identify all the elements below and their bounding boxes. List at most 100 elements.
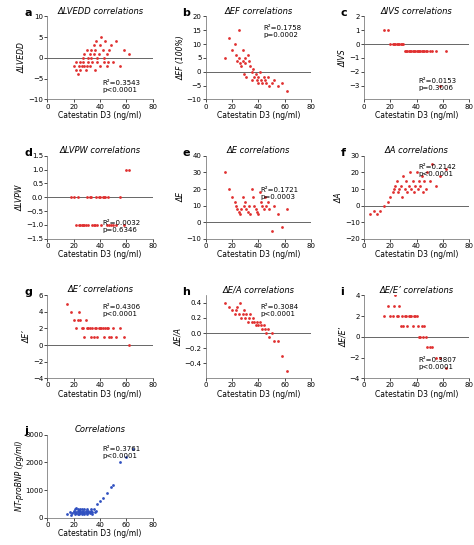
Point (414, 185, 422, 193)
Point (442, 165, 449, 173)
Text: c: c (341, 8, 347, 18)
Point (397, 322, 404, 331)
Point (258, 78, 266, 87)
Point (384, 198, 392, 207)
Point (422, 46, 429, 55)
Point (87, 332, 95, 341)
Point (75, 508, 83, 517)
Point (79, 508, 87, 517)
Point (239, 56, 246, 65)
Point (226, 185, 233, 193)
Point (98, 221, 105, 229)
Point (79, 221, 87, 229)
Point (125, 341, 133, 349)
Title: ΔIVS correlations: ΔIVS correlations (381, 7, 452, 16)
Point (232, 201, 240, 210)
Point (406, 168, 414, 177)
Text: f: f (341, 148, 346, 158)
Point (415, 177, 423, 185)
Point (260, 73, 267, 82)
Point (107, 221, 115, 229)
Point (235, 26, 242, 34)
Point (77, 316, 84, 324)
Point (411, 46, 419, 55)
Point (78, 509, 85, 518)
Point (100, 58, 108, 66)
Point (86, 62, 93, 70)
Point (400, 171, 407, 180)
Point (221, 299, 229, 307)
Point (125, 165, 133, 174)
Point (409, 177, 416, 185)
Point (410, 312, 418, 320)
Point (78, 221, 85, 229)
Point (75, 307, 83, 316)
Point (389, 40, 397, 49)
Point (400, 40, 407, 49)
Point (263, 329, 270, 337)
Point (390, 40, 398, 49)
Point (264, 325, 271, 334)
Point (243, 73, 250, 82)
Point (406, 312, 414, 320)
Point (237, 313, 245, 322)
Point (90, 505, 97, 514)
Point (64, 299, 71, 308)
Point (423, 168, 431, 177)
Text: R²=0.3807
p<0.0001: R²=0.3807 p<0.0001 (419, 357, 457, 370)
Point (99, 324, 107, 333)
Point (255, 73, 262, 82)
Point (235, 53, 242, 62)
Point (442, 46, 449, 55)
Title: ΔLVEDD correlations: ΔLVEDD correlations (57, 7, 143, 16)
Point (270, 201, 278, 210)
Point (408, 312, 415, 320)
Point (432, 181, 440, 190)
Point (89, 508, 96, 517)
Point (419, 46, 427, 55)
Point (236, 59, 244, 68)
Point (129, 444, 137, 453)
Point (90, 221, 97, 229)
Point (101, 324, 109, 333)
Text: a: a (24, 8, 32, 18)
Point (401, 312, 409, 320)
Point (81, 62, 88, 70)
Point (96, 193, 104, 202)
Point (109, 324, 117, 333)
Point (248, 76, 255, 84)
Point (90, 50, 97, 58)
Point (418, 46, 426, 55)
Point (241, 53, 249, 62)
Text: g: g (24, 287, 32, 297)
Point (401, 46, 409, 55)
Point (101, 37, 109, 46)
Point (100, 332, 108, 341)
Point (252, 70, 259, 79)
Point (405, 46, 412, 55)
Point (73, 58, 80, 66)
Title: ΔE/A correlations: ΔE/A correlations (222, 286, 294, 294)
Point (428, 46, 436, 55)
Point (253, 208, 261, 216)
Point (107, 483, 115, 492)
Point (232, 51, 240, 59)
Point (239, 45, 246, 54)
Y-axis label: ΔIVS: ΔIVS (339, 49, 348, 66)
Point (87, 505, 95, 514)
Text: R²=0.1721
p=0.0003: R²=0.1721 p=0.0003 (260, 187, 299, 199)
Point (77, 66, 84, 75)
Point (403, 188, 411, 197)
Point (246, 210, 254, 219)
Point (77, 505, 84, 514)
Point (81, 505, 88, 514)
Point (252, 204, 259, 213)
Point (392, 291, 399, 300)
Point (100, 193, 108, 202)
Point (420, 177, 428, 185)
Point (228, 306, 236, 314)
Point (390, 185, 398, 193)
Point (426, 46, 434, 55)
Text: R²=0.1758
p=0.0002: R²=0.1758 p=0.0002 (264, 25, 302, 38)
Point (94, 221, 101, 229)
